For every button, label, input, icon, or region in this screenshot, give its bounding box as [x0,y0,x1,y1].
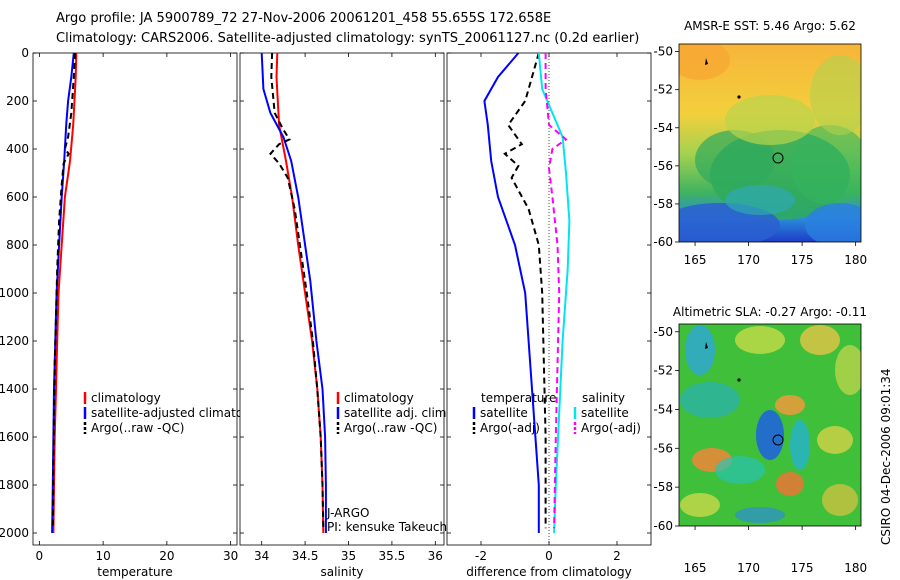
y-tick-label: 1200 [0,334,29,348]
map-y-tick-label: -60 [653,519,673,533]
plot-frame [32,52,238,546]
x-tick-label: 0 [545,549,553,563]
map-y-tick-label: -56 [653,441,673,455]
x-tick-label: -2 [475,549,487,563]
series-line [503,52,547,529]
salinity-panel: 34 34.5 35 35.5 36 salinity climatologysatelli… [239,52,450,579]
legend-label: Argo(-adj) [480,421,540,435]
legend-label: satellite adj. clim. [344,406,450,420]
difference-panel: -2 0 2 difference from climatology temperatu… [446,52,652,579]
y-tick-label: 800 [6,238,29,252]
sst-map-image [679,44,861,242]
map-y-tick-label: -50 [653,45,673,59]
legend-title: temperature [481,391,556,405]
series-line [537,52,571,534]
map-y-tick-label: -52 [653,83,673,97]
y-tick-label: 600 [6,190,29,204]
plot-frame [239,52,445,546]
sst-float-marker [772,152,784,164]
legend-label: satellite [581,406,629,420]
legend-label: Argo(..raw -QC) [344,421,437,435]
sla-map-title: Altimetric SLA: -0.27 Argo: -0.11 [673,305,867,319]
x-tick-label: 35 [341,549,356,563]
y-tick-label: 1800 [0,478,29,492]
x-axis-label: salinity [320,565,363,579]
map-y-tick-label: -58 [653,197,673,211]
y-tick-label: 1600 [0,430,29,444]
map-y-tick-label: -52 [653,364,673,378]
x-tick-label: 2 [613,549,621,563]
series-line [544,53,568,529]
series-line [483,52,540,533]
y-tick-label: 2000 [0,526,29,540]
map-x-tick-label: 175 [791,253,814,267]
series-line [51,52,77,529]
sla-map-image [679,324,861,526]
x-tick-label: 36 [428,549,443,563]
map-x-tick-label: 165 [684,561,707,575]
side-label: CSIRO 04-Dec-2006 09:01:34 [879,368,893,545]
series-line [260,52,327,533]
sst-map-panel: AMSR-E SST: 5.46 Argo: 5.62 165 170 175 180… [653,19,867,267]
legend-label: satellite-adjusted climatology [91,406,269,420]
sla-float-marker [772,434,784,446]
x-tick-label: 20 [159,549,174,563]
map-y-tick-label: -56 [653,159,673,173]
title-line-2: Climatology: CARS2006. Satellite-adjuste… [56,31,639,46]
sst-map-title: AMSR-E SST: 5.46 Argo: 5.62 [684,19,856,33]
x-tick-label: 34 [254,549,269,563]
x-axis-label: temperature [97,565,172,579]
map-x-tick-label: 170 [737,253,760,267]
title-line-1: Argo profile: JA 5900789_72 27-Nov-2006 … [56,11,551,26]
annotation-text: PI: kensuke Takeuchi [327,520,450,534]
legend-label: climatology [91,391,161,405]
series-line [269,52,325,529]
y-tick-label: 1000 [0,286,29,300]
legend-label: Argo(-adj) [581,421,641,435]
temperature-panel: 0 10 20 30 0 200 400 600 800 1000 1200 1400 1600 1800… [0,46,269,579]
map-y-tick-label: -50 [653,325,673,339]
map-y-tick-label: -60 [653,235,673,249]
map-y-tick-label: -58 [653,480,673,494]
x-tick-label: 30 [223,549,238,563]
x-tick-label: 0 [36,549,44,563]
y-tick-label: 1400 [0,382,29,396]
y-tick-label: 400 [6,142,29,156]
legend-label: satellite [480,406,528,420]
map-x-tick-label: 170 [737,561,760,575]
map-x-tick-label: 180 [844,561,867,575]
x-tick-label: 34.5 [292,549,319,563]
legend-title: salinity [582,391,625,405]
map-y-tick-label: -54 [653,402,673,416]
map-x-tick-label: 180 [844,253,867,267]
y-tick-label: 0 [21,46,29,60]
sla-map-panel: Altimetric SLA: -0.27 Argo: -0.11 165 170… [653,305,867,575]
annotation-text: J-ARGO [326,506,369,520]
y-tick-label: 200 [6,94,29,108]
map-x-tick-label: 175 [791,561,814,575]
map-x-tick-label: 165 [684,253,707,267]
x-tick-label: 10 [95,549,110,563]
x-tick-label: 35.5 [379,549,406,563]
map-y-tick-label: -54 [653,121,673,135]
legend-label: Argo(..raw -QC) [91,421,184,435]
x-axis-label: difference from climatology [466,565,632,579]
legend-label: climatology [344,391,414,405]
